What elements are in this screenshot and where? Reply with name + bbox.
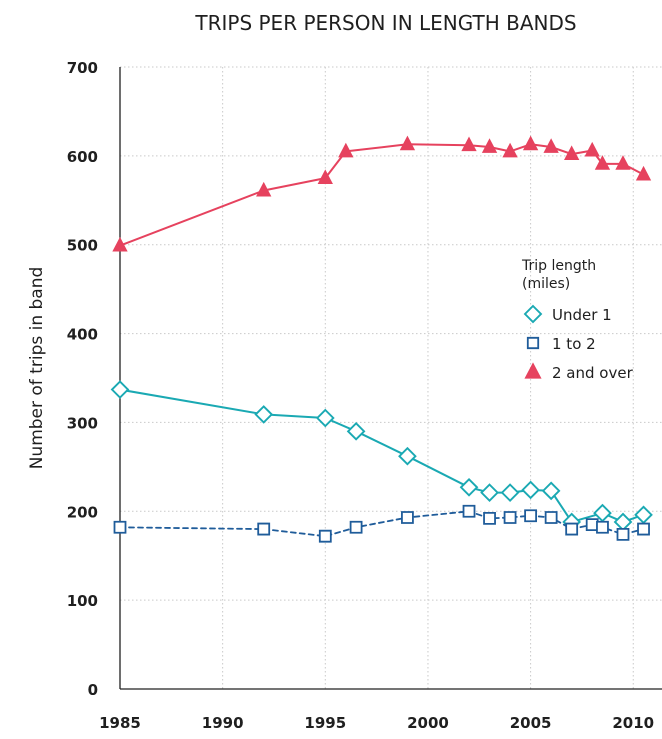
under-1-data-point [110, 380, 130, 399]
1-to-2-data-point [401, 511, 414, 524]
2-and-over-data-point [338, 142, 354, 158]
series-2-and-over [112, 135, 652, 252]
under-1-data-point [315, 408, 335, 428]
y-tick-label: 700 [67, 59, 98, 77]
2-and-over-data-point [594, 155, 611, 170]
1-to-2-data-point [565, 522, 579, 536]
1-to-2-data-point [349, 520, 363, 534]
2-and-over-data-point [502, 142, 518, 158]
2-and-over-data-point [635, 165, 652, 181]
under-1-legend-marker [523, 304, 543, 324]
1-to-2-data-point [544, 511, 558, 524]
x-tick-label: 2010 [612, 714, 654, 732]
under-1-data-point [634, 505, 653, 525]
2-and-over-data-point [317, 169, 333, 185]
axes: 0 100 200 300 400 500 600 700 1985 1990 1995 2000 20… [67, 59, 662, 732]
2-and-over-data-point [522, 135, 539, 151]
series-group [110, 135, 653, 543]
series-under-1 [110, 380, 653, 532]
1-to-2-legend-marker [526, 336, 540, 350]
legend-label-1-to-2: 1 to 2 [552, 335, 596, 353]
1-to-2-data-point [637, 522, 650, 536]
x-tick-label: 2000 [407, 714, 449, 732]
under-1-data-point [613, 512, 633, 532]
series-1-to-2 [113, 504, 650, 543]
2-and-over-data-point [615, 155, 631, 170]
1-to-2-data-point [483, 511, 496, 525]
1-to-2-data-point [113, 520, 127, 534]
2-and-over-data-point [481, 138, 498, 153]
legend-title: (miles) [522, 276, 570, 292]
2-and-over-data-point [461, 136, 477, 152]
1-to-2-data-point [596, 520, 609, 534]
legend-title: Trip length [521, 258, 596, 274]
legend: Trip length (miles) Under 1 1 to 2 2 and ove… [521, 258, 634, 382]
1-to-2-data-point [318, 529, 332, 543]
x-tick-label: 1985 [99, 714, 141, 732]
under-1-data-point [521, 480, 540, 500]
y-tick-label: 100 [67, 592, 98, 610]
under-1-data-point [541, 481, 561, 501]
under-1-data-point [398, 446, 417, 466]
y-axis-label: Number of trips in band [27, 267, 47, 470]
under-1-data-point [480, 483, 499, 502]
x-tick-label: 1990 [202, 714, 244, 732]
2-and-over-legend-marker [524, 362, 542, 379]
chart-title: TRIPS PER PERSON IN LENGTH BANDS [194, 11, 576, 35]
2-and-over-data-point [564, 145, 580, 161]
legend-label-2-and-over: 2 and over [552, 364, 634, 382]
2-and-over-data-point [112, 236, 128, 252]
2-and-over-data-point [543, 138, 559, 153]
1-to-2-data-point [257, 522, 271, 536]
1-to-2-data-point [462, 504, 476, 518]
1-to-2-data-point [616, 527, 630, 541]
1-to-2-data-point [585, 518, 599, 532]
x-tick-label: 2005 [510, 714, 552, 732]
under-1-data-point [459, 477, 479, 497]
x-tick-label: 1995 [304, 714, 346, 732]
y-tick-label: 200 [67, 503, 98, 521]
1-to-2-data-point [524, 509, 538, 523]
y-tick-label: 500 [67, 237, 98, 255]
under-1-series-line [119, 388, 645, 523]
y-tick-label: 400 [67, 326, 98, 344]
2-and-over-data-point [256, 181, 272, 197]
legend-label-under-1: Under 1 [552, 306, 612, 324]
2-and-over-data-point [399, 135, 416, 151]
y-tick-label: 300 [67, 414, 98, 432]
under-1-data-point [254, 405, 274, 424]
1-to-2-data-point [503, 511, 517, 524]
under-1-data-point [346, 421, 366, 441]
under-1-data-point [500, 483, 520, 502]
y-tick-label: 0 [88, 681, 98, 699]
2-and-over-data-point [584, 141, 600, 157]
y-tick-label: 600 [67, 148, 98, 166]
